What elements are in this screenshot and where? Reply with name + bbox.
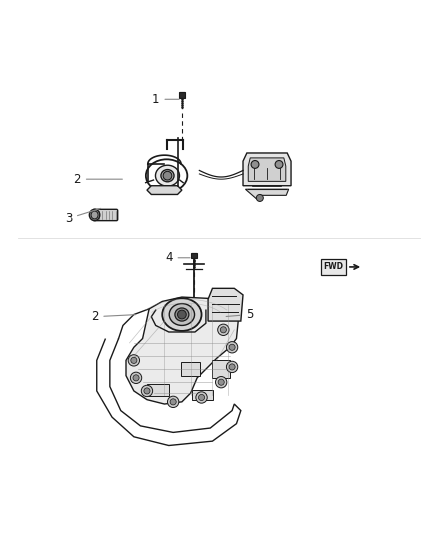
Circle shape xyxy=(141,385,152,397)
Polygon shape xyxy=(243,153,291,185)
Circle shape xyxy=(218,324,229,335)
Circle shape xyxy=(226,361,238,373)
Ellipse shape xyxy=(175,308,189,321)
Circle shape xyxy=(131,372,142,384)
Circle shape xyxy=(275,160,283,168)
Polygon shape xyxy=(147,185,182,195)
Circle shape xyxy=(226,342,238,353)
FancyBboxPatch shape xyxy=(212,360,230,378)
FancyBboxPatch shape xyxy=(321,259,346,275)
FancyBboxPatch shape xyxy=(192,391,213,400)
Circle shape xyxy=(215,376,227,388)
FancyBboxPatch shape xyxy=(179,92,185,98)
Text: 2: 2 xyxy=(91,310,135,323)
Polygon shape xyxy=(248,158,286,181)
Polygon shape xyxy=(208,288,243,321)
FancyBboxPatch shape xyxy=(147,384,169,395)
Text: FWD: FWD xyxy=(324,262,343,271)
Circle shape xyxy=(198,394,205,400)
Text: 2: 2 xyxy=(73,173,122,185)
Circle shape xyxy=(251,160,259,168)
FancyBboxPatch shape xyxy=(191,253,197,258)
Circle shape xyxy=(256,195,263,201)
FancyBboxPatch shape xyxy=(93,209,118,221)
Polygon shape xyxy=(245,189,289,199)
Circle shape xyxy=(128,354,140,366)
Ellipse shape xyxy=(162,298,201,331)
Ellipse shape xyxy=(89,209,100,221)
Text: 5: 5 xyxy=(226,308,253,321)
FancyBboxPatch shape xyxy=(181,362,200,376)
Circle shape xyxy=(170,399,176,405)
Circle shape xyxy=(229,344,235,350)
Circle shape xyxy=(196,392,207,403)
Text: 3: 3 xyxy=(65,208,101,225)
Circle shape xyxy=(218,379,224,385)
Ellipse shape xyxy=(91,211,98,219)
Circle shape xyxy=(131,357,137,364)
Circle shape xyxy=(177,310,186,319)
Circle shape xyxy=(163,171,172,180)
Ellipse shape xyxy=(155,165,180,186)
Circle shape xyxy=(144,388,150,394)
Ellipse shape xyxy=(169,304,194,326)
Circle shape xyxy=(220,327,226,333)
Ellipse shape xyxy=(161,169,174,182)
Polygon shape xyxy=(126,297,239,404)
Circle shape xyxy=(229,364,235,370)
Text: 4: 4 xyxy=(165,251,190,264)
Circle shape xyxy=(167,396,179,408)
Circle shape xyxy=(133,375,139,381)
Text: 1: 1 xyxy=(152,93,179,106)
